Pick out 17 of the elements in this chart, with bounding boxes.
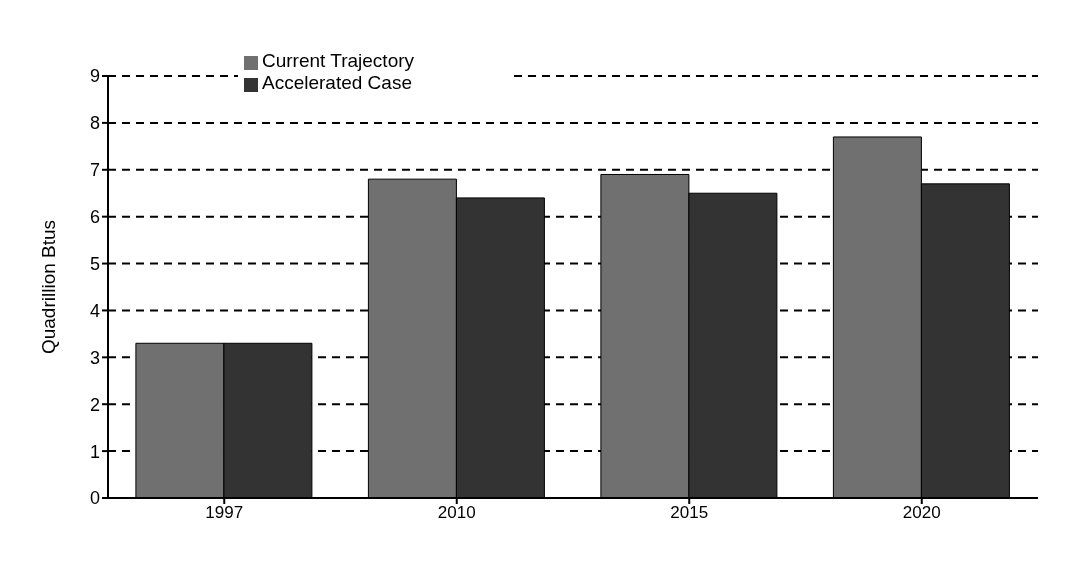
y-tick-label: 6 xyxy=(89,207,100,228)
y-tick-label: 5 xyxy=(89,253,100,274)
x-tick-label: 2020 xyxy=(902,503,941,523)
y-tick-label: 2 xyxy=(89,394,100,415)
y-tick-label: 1 xyxy=(89,441,100,462)
y-tick-label: 7 xyxy=(89,160,100,181)
y-tick-label: 3 xyxy=(89,347,100,368)
legend-label: Current Trajectory xyxy=(262,50,415,71)
x-tick-label: 1997 xyxy=(205,503,244,523)
y-tick-label: 8 xyxy=(89,113,100,134)
legend-label: Accelerated Case xyxy=(262,72,412,93)
y-tick-label: 9 xyxy=(89,66,100,87)
x-tick-label: 2010 xyxy=(437,503,476,523)
y-axis-title: Quadrillion Btus xyxy=(37,219,59,355)
y-tick-label: 0 xyxy=(89,488,100,509)
x-tick-label: 2015 xyxy=(670,503,709,523)
y-tick-label: 4 xyxy=(89,300,100,321)
